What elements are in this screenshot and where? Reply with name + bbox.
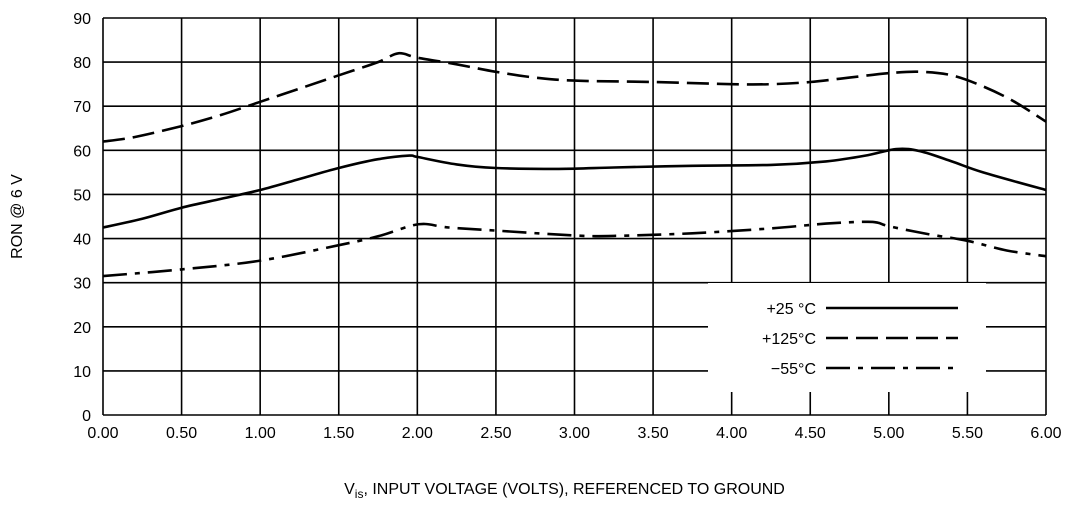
x-tick-label: 1.00	[245, 425, 276, 442]
data-series	[102, 51, 1047, 278]
x-tick-label: 4.00	[716, 425, 747, 442]
y-tick-label: 50	[73, 187, 91, 204]
y-axis-tick-labels: 0 10 20 30 40 50 60 70 80 90	[73, 11, 91, 425]
grid-lines	[102, 17, 1047, 416]
y-tick-label: 0	[82, 408, 91, 425]
x-tick-label: 5.50	[952, 425, 983, 442]
x-tick-label: 3.50	[638, 425, 669, 442]
x-tick-label: 6.00	[1030, 425, 1061, 442]
legend-label: −55°C	[771, 361, 816, 378]
x-axis-tick-labels: 0.00 0.50 1.00 1.50 2.00 2.50 3.00 3.50 4.00 4.50…	[87, 425, 1061, 442]
y-tick-label: 40	[73, 232, 91, 249]
y-tick-label: 70	[73, 99, 91, 116]
x-axis-title: Vis, INPUT VOLTAGE (VOLTS), REFERENCED T…	[344, 481, 785, 501]
x-tick-label: 0.50	[166, 425, 197, 442]
x-tick-label: 2.00	[402, 425, 433, 442]
series-line-dashdot	[102, 220, 1047, 278]
x-tick-label: 5.00	[873, 425, 904, 442]
x-tick-label: 0.00	[87, 425, 118, 442]
series-line-dashed	[102, 51, 1047, 143]
x-axis-title-main: V	[344, 481, 355, 498]
x-tick-label: 1.50	[323, 425, 354, 442]
y-tick-label: 20	[73, 320, 91, 337]
y-axis-title: RON @ 6 V	[9, 174, 26, 259]
y-tick-label: 90	[73, 11, 91, 28]
x-tick-label: 2.50	[480, 425, 511, 442]
y-tick-label: 10	[73, 364, 91, 381]
y-tick-label: 60	[73, 143, 91, 160]
series-line-solid	[102, 147, 1047, 229]
legend-label: +25 °C	[766, 301, 816, 318]
x-tick-label: 3.00	[559, 425, 590, 442]
y-tick-label: 30	[73, 276, 91, 293]
x-axis-title-subscript: is	[355, 487, 364, 501]
legend-label: +125°C	[762, 331, 816, 348]
x-axis-title-rest: , INPUT VOLTAGE (VOLTS), REFERENCED TO G…	[363, 481, 784, 498]
legend: +25 °C +125°C −55°C	[708, 283, 986, 392]
y-tick-label: 80	[73, 55, 91, 72]
x-tick-label: 4.50	[795, 425, 826, 442]
